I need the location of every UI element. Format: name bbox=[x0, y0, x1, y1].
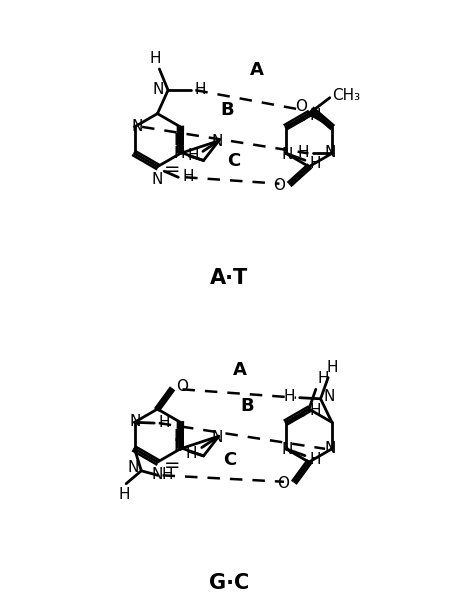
Text: A: A bbox=[233, 361, 246, 379]
Text: B: B bbox=[240, 397, 254, 415]
Text: N: N bbox=[324, 145, 336, 160]
Text: H: H bbox=[318, 371, 329, 386]
Text: H: H bbox=[297, 145, 309, 160]
Text: A: A bbox=[250, 61, 264, 79]
Text: G·C: G·C bbox=[210, 573, 249, 593]
Text: H: H bbox=[173, 146, 185, 161]
Text: H: H bbox=[309, 404, 320, 419]
Text: N: N bbox=[173, 428, 184, 444]
Text: B: B bbox=[221, 101, 234, 119]
Text: H: H bbox=[326, 359, 337, 375]
Text: O: O bbox=[273, 178, 285, 193]
Text: C: C bbox=[223, 451, 237, 469]
Text: N: N bbox=[212, 134, 223, 149]
Text: =: = bbox=[164, 456, 180, 474]
Text: N: N bbox=[324, 441, 336, 456]
Text: C: C bbox=[228, 152, 241, 170]
Text: N: N bbox=[128, 460, 139, 475]
Text: H: H bbox=[185, 446, 197, 461]
Text: H: H bbox=[194, 82, 206, 97]
Text: H: H bbox=[150, 51, 161, 66]
Text: N: N bbox=[282, 147, 293, 162]
Text: H: H bbox=[118, 487, 130, 502]
Text: N: N bbox=[131, 119, 143, 134]
Text: N: N bbox=[153, 82, 164, 97]
Text: H: H bbox=[310, 452, 321, 467]
Text: N: N bbox=[152, 467, 163, 482]
Text: O: O bbox=[277, 476, 289, 491]
Text: A·T: A·T bbox=[210, 268, 248, 288]
Text: N: N bbox=[129, 414, 141, 429]
Text: H: H bbox=[159, 415, 170, 430]
Text: N: N bbox=[212, 430, 223, 445]
Text: H: H bbox=[173, 438, 185, 453]
Text: =: = bbox=[164, 160, 180, 179]
Text: H: H bbox=[310, 156, 321, 171]
Text: H: H bbox=[283, 390, 295, 404]
Text: N: N bbox=[282, 442, 293, 457]
Text: H: H bbox=[309, 108, 320, 123]
Text: O: O bbox=[295, 99, 307, 113]
Text: N: N bbox=[152, 171, 163, 187]
Text: N: N bbox=[323, 390, 335, 404]
Text: N: N bbox=[173, 133, 184, 148]
Text: CH₃: CH₃ bbox=[332, 88, 360, 104]
Text: H: H bbox=[183, 169, 194, 184]
Text: H: H bbox=[187, 148, 199, 162]
Text: H: H bbox=[162, 467, 173, 482]
Text: O: O bbox=[176, 379, 189, 394]
